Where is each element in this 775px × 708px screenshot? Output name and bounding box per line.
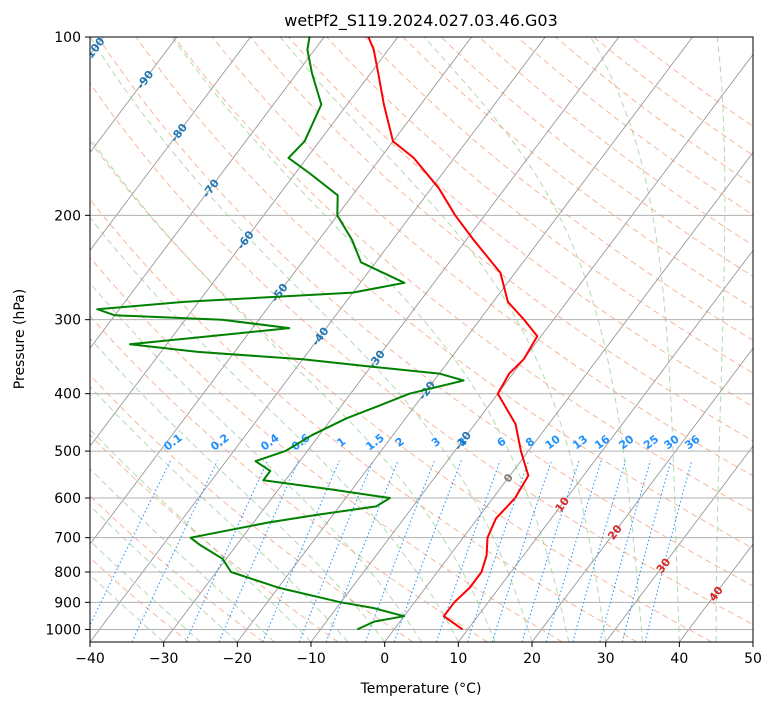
y-axis-ticks: 1000 900 800 700 600 500 400 300 200 100 [45,30,90,638]
mixing-ratio-line [325,460,399,642]
isotherm-line [236,37,693,642]
x-tick-label: −20 [223,651,253,667]
isotherms [90,37,753,642]
mixing-ratio-line [393,460,462,642]
x-axis-ticks: −40 −30 −20 −10 0 10 20 30 40 50 [75,642,762,667]
dry-adiabat-line [326,37,753,374]
chart-title: wetPf2_S119.2024.027.03.46.G03 [284,11,558,31]
isotherm-line [90,37,178,154]
dry-adiabat-line [90,140,712,642]
dry-adiabat-line [90,374,414,642]
mixing-ratio-line [621,460,672,642]
moist-adiabat-line [715,37,726,642]
isotherm-line [90,37,251,252]
dry-adiabat-line [90,315,488,642]
x-tick-label: −30 [149,651,179,667]
mixing-ratio-line [298,460,374,642]
moist-adiabat-line [90,574,165,642]
x-axis-label: Temperature (°C) [360,681,482,697]
dry-adiabats [90,37,753,642]
moist-adiabat-line [590,37,680,642]
mixing-ratio-lines [90,460,693,642]
moist-adiabat-line [90,428,312,642]
isotherm-line [90,37,472,545]
isotherm-line [384,151,753,642]
dry-adiabat-line [250,37,753,442]
dry-adiabat-line [90,82,753,625]
isotherm-line [163,37,620,642]
moist-adiabat-line [423,37,643,642]
plot-area: 0.1 0.2 0.4 0.6 1 1.5 2 3 4 6 8 10 13 16 20 25 30 36 -100… [90,37,753,642]
y-tick-label: 700 [54,531,81,547]
y-tick-label: 300 [54,313,81,329]
y-tick-label: 900 [54,595,81,611]
mixing-ratio-line [572,460,627,642]
dry-adiabat-line [90,256,563,642]
dry-adiabat-line [97,37,753,587]
dry-adiabat-line [478,37,753,246]
mixing-ratio-line [218,460,300,642]
mixing-ratio-line [644,460,693,642]
dewpoint-profile-line [96,37,465,631]
sounding-series [96,37,539,631]
x-tick-label: 50 [744,651,762,667]
dry-adiabat-line [440,37,753,278]
moist-adiabat-line [90,504,238,642]
y-tick-label: 1000 [45,622,81,638]
x-tick-label: 20 [523,651,541,667]
dry-adiabat-line [173,37,753,513]
x-tick-label: 10 [449,651,467,667]
isotherm-line [457,249,753,642]
moist-adiabat-line [90,468,275,642]
isotherm-line [90,37,546,642]
dry-adiabat-line [135,37,753,550]
x-tick-label: −10 [296,651,326,667]
moist-adiabat-line [279,37,607,642]
mixing-ratio-line [364,460,435,642]
x-tick-label: −40 [75,651,105,667]
moist-adiabat-line [90,540,201,642]
isotherm-line [531,347,753,642]
dry-adiabat-line [364,37,753,341]
dry-adiabat-line [288,37,753,408]
temperature-profile-line [367,37,539,631]
isobars [90,37,753,630]
isotherm-line [605,445,753,642]
y-tick-label: 600 [54,491,81,507]
y-tick-label: 100 [54,30,81,46]
dry-adiabat-line [90,495,264,642]
moist-adiabat-line [90,216,459,642]
mixing-ratio-line [262,460,340,642]
isotherm-line [310,53,753,642]
y-axis-label: Pressure (hPa) [12,289,28,389]
moist-adiabat-line [90,37,533,642]
mixing-ratio-line [90,460,171,627]
moist-adiabat-line [90,282,422,642]
moist-adiabat-line [171,37,570,642]
dry-adiabat-line [90,198,638,642]
x-tick-label: 30 [597,651,615,667]
mixing-ratio-line [185,460,269,642]
x-tick-label: 40 [670,651,688,667]
mixing-ratio-line [435,460,501,642]
dry-adiabat-line [517,37,753,216]
mixing-ratio-line [131,460,218,642]
isotherm-line [90,37,325,350]
dry-adiabat-line [402,37,753,309]
y-tick-label: 800 [54,565,81,581]
y-tick-label: 500 [54,444,81,460]
mixing-ratio-line [599,460,651,642]
moist-adiabat-line [90,385,349,642]
x-tick-label: 0 [380,651,389,667]
plot-frame [89,36,754,643]
y-tick-label: 400 [54,387,81,403]
y-tick-label: 200 [54,208,81,224]
